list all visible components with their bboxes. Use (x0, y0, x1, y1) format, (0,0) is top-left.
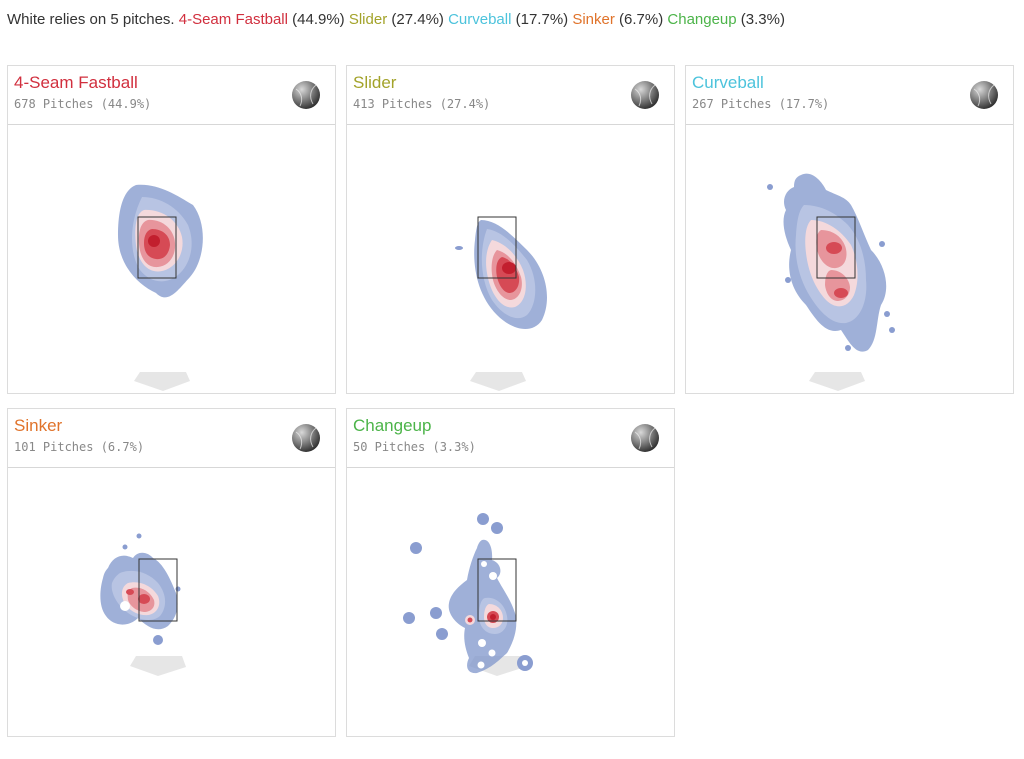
card-pitch-count: 50 Pitches (3.3%) (353, 440, 476, 454)
card-title: Changeup (353, 416, 432, 435)
card-title: Curveball (692, 73, 764, 92)
density-outliers (403, 513, 533, 671)
card-header: 4-Seam Fastball 678 Pitches (44.9%) (8, 66, 335, 125)
density-contours (474, 220, 547, 330)
baseball-icon (969, 80, 999, 110)
summary-pitch-name: Slider (348, 11, 388, 28)
density-contours (783, 173, 887, 352)
strike-zone (816, 216, 856, 279)
baseball-icon (630, 423, 660, 453)
card-header: Sinker 101 Pitches (6.7%) (8, 409, 335, 468)
summary-pitch-curveball: Curveball (17.7%) (448, 11, 568, 28)
heatmap-plot (118, 184, 203, 391)
summary-pitch-name: Changeup (667, 11, 737, 28)
pitch-mix-summary: White relies on 5 pitches. 4-Seam Fastba… (7, 11, 785, 28)
summary-pitch-changeup: Changeup (3.3%) (667, 11, 785, 28)
card-title: Sinker (14, 416, 63, 435)
summary-pitch-pct: (44.9%) (292, 11, 345, 28)
density-contours (118, 184, 203, 298)
card-pitch-count: 413 Pitches (27.4%) (353, 97, 491, 111)
summary-pitch-pct: (3.3%) (740, 11, 785, 28)
strike-zone (477, 558, 517, 622)
home-plate (134, 372, 190, 391)
pitch-card-curveball: Curveball 267 Pitches (17.7%) (685, 65, 1014, 394)
summary-pitch-slider: Slider (27.4%) (349, 11, 444, 28)
pitch-card-changeup: Changeup 50 Pitches (3.3%) (346, 408, 675, 737)
card-title: 4-Seam Fastball (14, 73, 138, 92)
home-plate (470, 372, 526, 391)
heatmap-plot (403, 513, 533, 676)
card-title: Slider (353, 73, 397, 92)
density-outliers (767, 184, 895, 351)
summary-pitch-name: Curveball (448, 11, 512, 28)
strike-zone (477, 216, 517, 279)
density-contours (448, 539, 517, 674)
density-contours (100, 552, 178, 630)
baseball-icon (291, 80, 321, 110)
heatmap-plot (100, 533, 186, 676)
pitch-card-slider: Slider 413 Pitches (27.4%) (346, 65, 675, 394)
strike-zone (138, 558, 178, 622)
card-header: Slider 413 Pitches (27.4%) (347, 66, 674, 125)
heatmap-plot (455, 216, 547, 391)
density-outlier (455, 246, 463, 250)
card-pitch-count: 267 Pitches (17.7%) (692, 97, 830, 111)
summary-pitch-pct: (27.4%) (391, 11, 444, 28)
pitch-card-sinker: Sinker 101 Pitches (6.7%) (7, 408, 336, 737)
summary-pitch-name: 4-Seam Fastball (178, 11, 288, 28)
baseball-icon (291, 423, 321, 453)
strike-zone (137, 216, 177, 279)
home-plate (809, 372, 865, 391)
summary-pitch-name: Sinker (572, 11, 615, 28)
pitch-card-fastball: 4-Seam Fastball 678 Pitches (44.9%) (7, 65, 336, 394)
summary-pitch-fastball: 4-Seam Fastball (44.9%) (179, 11, 345, 28)
card-pitch-count: 678 Pitches (44.9%) (14, 97, 152, 111)
card-header: Curveball 267 Pitches (17.7%) (686, 66, 1013, 125)
summary-intro: White relies on 5 pitches. (7, 11, 175, 28)
summary-pitch-sinker: Sinker (6.7%) (572, 11, 663, 28)
heatmap-plot (767, 173, 895, 391)
summary-pitch-pct: (17.7%) (515, 11, 569, 28)
baseball-icon (630, 80, 660, 110)
density-outliers (122, 533, 181, 645)
card-pitch-count: 101 Pitches (6.7%) (14, 440, 145, 454)
summary-pitch-pct: (6.7%) (619, 11, 664, 28)
card-header: Changeup 50 Pitches (3.3%) (347, 409, 674, 468)
home-plate (130, 656, 186, 676)
